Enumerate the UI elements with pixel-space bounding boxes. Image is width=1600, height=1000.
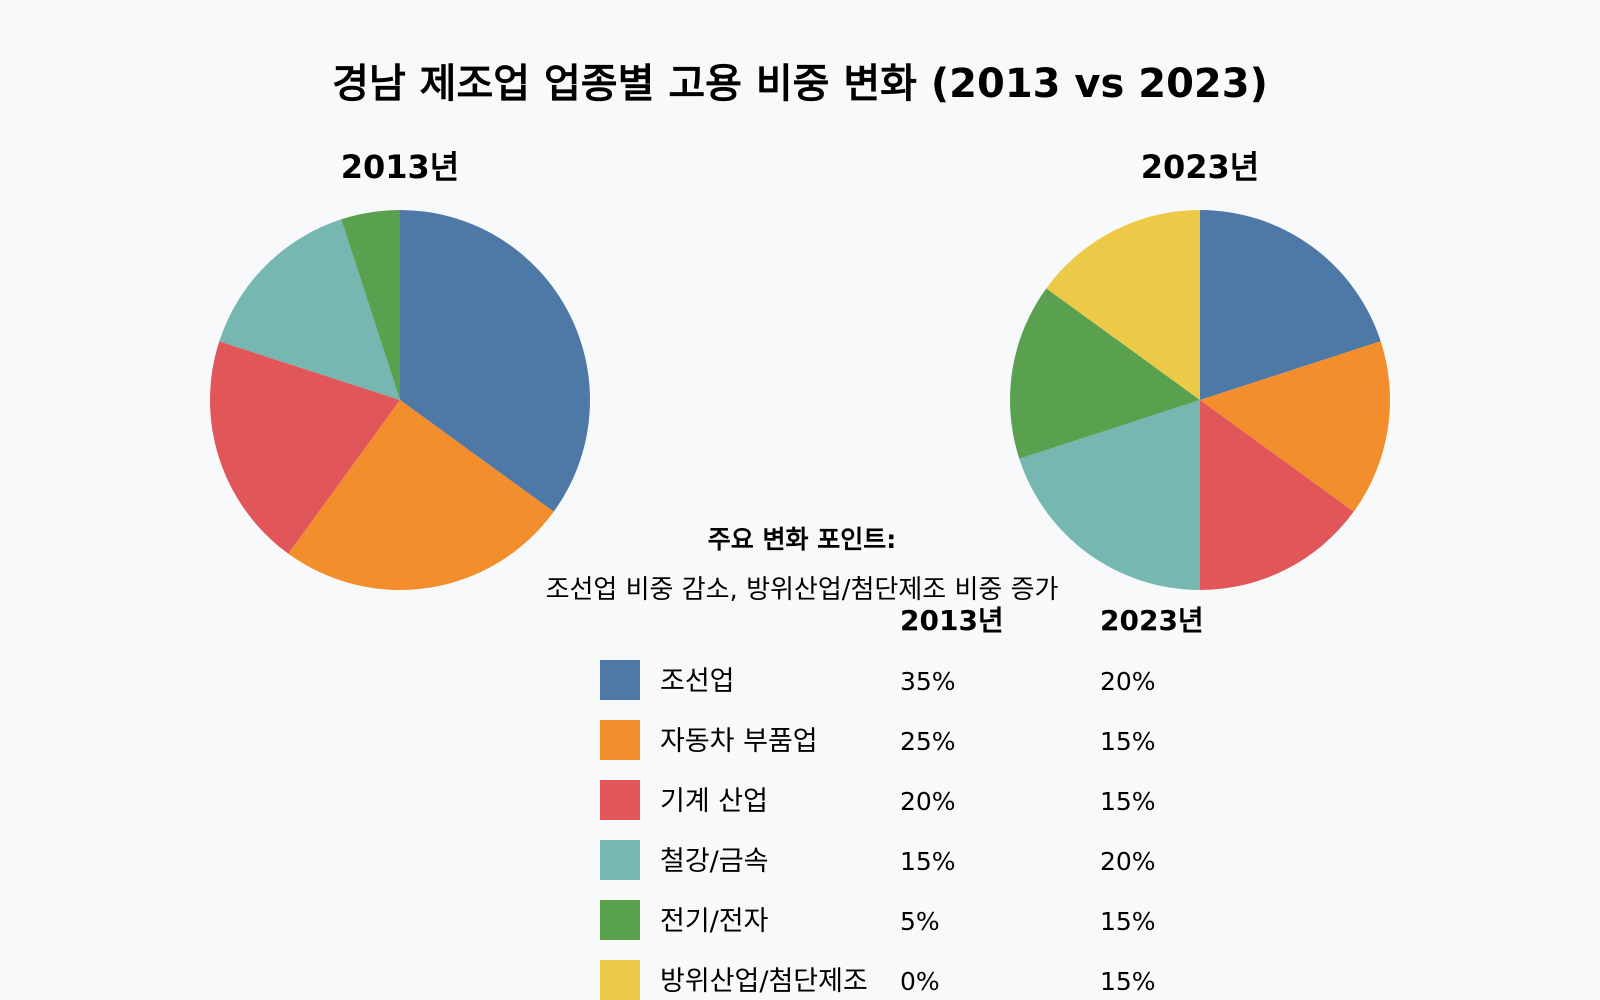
legend-label: 기계 산업 xyxy=(660,786,768,817)
legend-swatch xyxy=(600,660,640,700)
legend-swatch xyxy=(600,840,640,880)
legend-value-2023: 15% xyxy=(1100,787,1156,816)
legend-value-2023: 20% xyxy=(1100,667,1156,696)
chart-title: 경남 제조업 업종별 고용 비중 변화 (2013 vs 2023) xyxy=(332,61,1268,107)
pie-slice-2013-전기-전자 xyxy=(341,210,400,400)
pie-2013 xyxy=(210,210,590,590)
pie-slice-2013-조선업 xyxy=(400,210,590,512)
legend-swatch xyxy=(600,960,640,1000)
legend-label: 자동차 부품업 xyxy=(660,726,818,757)
legend-header-2023: 2023년 xyxy=(1100,604,1204,637)
legend-label: 조선업 xyxy=(660,666,735,697)
legend-header-2013: 2013년 xyxy=(900,604,1004,637)
pie-slice-2013-기계-산업 xyxy=(210,341,400,554)
legend: 조선업 35% 20% 자동차 부품업 25% 15% 기계 산업 20% 15% 철강/금속 15… xyxy=(600,660,1156,1000)
legend-value-2013: 0% xyxy=(900,967,940,996)
legend-value-2013: 35% xyxy=(900,667,956,696)
legend-label: 철강/금속 xyxy=(660,846,768,877)
pie-slice-2023-조선업 xyxy=(1200,210,1381,400)
legend-value-2013: 15% xyxy=(900,847,956,876)
pie-slice-2013-자동차-부품업 xyxy=(288,400,554,590)
legend-value-2013: 25% xyxy=(900,727,956,756)
legend-swatch xyxy=(600,900,640,940)
legend-value-2013: 20% xyxy=(900,787,956,816)
pie-slice-2023-전기-전자 xyxy=(1010,288,1200,459)
legend-value-2013: 5% xyxy=(900,907,940,936)
legend-swatch xyxy=(600,780,640,820)
pie-title-2023: 2023년 xyxy=(1141,148,1260,186)
legend-value-2023: 15% xyxy=(1100,907,1156,936)
legend-value-2023: 15% xyxy=(1100,967,1156,996)
legend-label: 방위산업/첨단제조 xyxy=(660,966,868,997)
pie-title-2013: 2013년 xyxy=(341,148,460,186)
pie-slice-2023-철강-금속 xyxy=(1019,400,1200,590)
pie-slice-2023-자동차-부품업 xyxy=(1200,341,1390,512)
legend-swatch xyxy=(600,720,640,760)
pie-slice-2013-철강-금속 xyxy=(219,219,400,400)
pie-slice-2023-방위산업-첨단제조 xyxy=(1046,210,1200,400)
legend-value-2023: 20% xyxy=(1100,847,1156,876)
annotation-heading: 주요 변화 포인트: xyxy=(708,525,896,554)
legend-value-2023: 15% xyxy=(1100,727,1156,756)
pie-slice-2023-기계-산업 xyxy=(1200,400,1354,590)
legend-label: 전기/전자 xyxy=(660,906,769,937)
pie-2023 xyxy=(1010,210,1390,590)
annotation-text: 조선업 비중 감소, 방위산업/첨단제조 비중 증가 xyxy=(546,575,1059,605)
